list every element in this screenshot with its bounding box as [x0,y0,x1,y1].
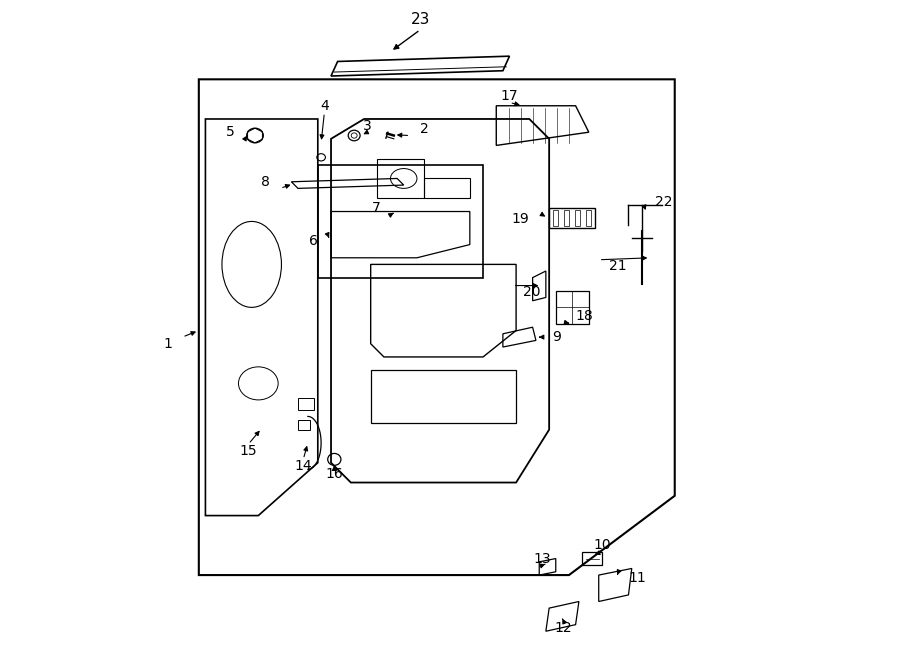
Bar [564,210,570,226]
Bar [586,210,591,226]
Bar [377,159,424,198]
Text: 8: 8 [261,175,270,189]
Text: 5: 5 [227,125,235,139]
Bar [298,420,310,430]
Text: 14: 14 [294,459,312,473]
Text: 16: 16 [326,467,343,481]
Text: 17: 17 [500,89,518,103]
Bar [575,210,580,226]
Text: 12: 12 [555,621,572,635]
Text: 21: 21 [608,259,626,274]
Text: 20: 20 [523,285,540,299]
Text: 4: 4 [320,98,328,113]
Text: 1: 1 [164,336,173,351]
Text: 3: 3 [363,118,372,133]
Text: 15: 15 [239,444,257,458]
Bar [554,210,558,226]
Text: 18: 18 [576,309,593,323]
Text: 6: 6 [309,234,318,249]
Text: 7: 7 [372,201,381,215]
Text: 23: 23 [410,13,430,27]
Text: 9: 9 [553,330,562,344]
Text: 2: 2 [420,122,429,136]
Text: 11: 11 [628,571,646,586]
Text: 22: 22 [655,194,672,209]
Text: 19: 19 [511,212,529,227]
Text: 13: 13 [534,551,552,566]
Text: 10: 10 [593,538,611,553]
Bar [298,398,314,410]
